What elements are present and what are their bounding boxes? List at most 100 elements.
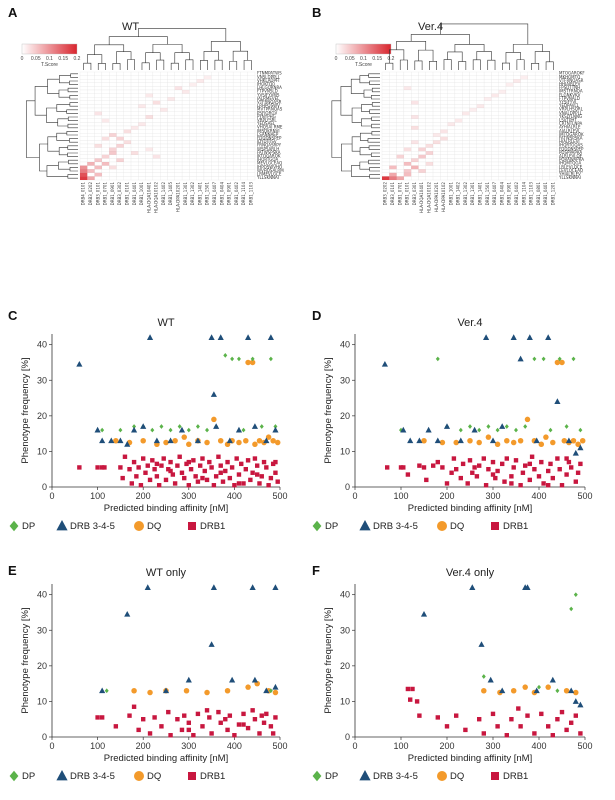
heatmap-cell xyxy=(382,72,389,76)
heatmap-cell xyxy=(477,126,484,130)
data-point xyxy=(241,722,245,726)
heatmap-cell xyxy=(248,119,255,123)
heatmap-cell xyxy=(160,144,167,148)
heatmap-cell xyxy=(418,94,425,98)
heatmap-cell xyxy=(182,158,189,162)
heatmap-cell xyxy=(124,151,131,155)
data-point xyxy=(205,428,209,433)
data-point xyxy=(549,428,553,433)
heatmap-cell xyxy=(550,169,557,173)
x-axis-label: Predicted binding affinity [nM] xyxy=(408,503,532,514)
heatmap-cell xyxy=(491,176,498,180)
data-point xyxy=(436,715,440,719)
heatmap-cell xyxy=(440,79,447,83)
heatmap-cell xyxy=(197,162,204,166)
heatmap-cell-filled xyxy=(411,166,418,170)
heatmap-cell xyxy=(426,130,433,134)
heatmap-cell xyxy=(477,83,484,87)
data-point xyxy=(230,465,234,469)
heatmap-cell-filled xyxy=(411,158,418,162)
heatmap-cell xyxy=(95,76,102,80)
heatmap-cell xyxy=(477,176,484,180)
heatmap-cell xyxy=(542,140,549,144)
heatmap-cell xyxy=(146,122,153,126)
heatmap-cell xyxy=(80,83,87,87)
heatmap-cell xyxy=(124,126,131,130)
heatmap-cell xyxy=(233,151,240,155)
heatmap-cell xyxy=(168,166,175,170)
dendrogram-branch xyxy=(506,52,521,63)
heatmap-cell xyxy=(197,140,204,144)
heatmap-cell xyxy=(138,115,145,119)
panel-letter: E xyxy=(8,563,17,578)
heatmap-cell xyxy=(102,101,109,105)
heatmap-cell xyxy=(248,151,255,155)
data-point xyxy=(262,460,266,464)
heatmap-cell xyxy=(550,76,557,80)
heatmap-cell-filled xyxy=(131,126,138,130)
dendrogram-branch xyxy=(372,124,380,128)
heatmap-cell xyxy=(491,126,498,130)
heatmap-cell xyxy=(95,72,102,76)
heatmap-cell xyxy=(124,94,131,98)
heatmap-cell xyxy=(382,76,389,80)
heatmap-cell xyxy=(197,166,204,170)
heatmap-cell xyxy=(455,104,462,108)
heatmap-cell xyxy=(521,119,528,123)
heatmap-cell xyxy=(484,112,491,116)
heatmap-cell xyxy=(528,158,535,162)
heatmap-cell xyxy=(197,122,204,126)
heatmap-cell xyxy=(411,176,418,180)
heatmap-cell xyxy=(470,119,477,123)
heatmap-cell xyxy=(404,130,411,134)
heatmap-cell-filled xyxy=(168,97,175,101)
heatmap-cell xyxy=(411,112,418,116)
heatmap-cell xyxy=(418,162,425,166)
y-tick-label: 10 xyxy=(37,696,47,706)
data-point xyxy=(539,712,543,716)
colorbar xyxy=(22,44,77,54)
data-point xyxy=(191,733,195,737)
heatmap-cell xyxy=(499,115,506,119)
heatmap-cell xyxy=(226,90,233,94)
heatmap-cell xyxy=(153,94,160,98)
data-point xyxy=(257,731,261,735)
heatmap-cell xyxy=(550,94,557,98)
heatmap-cell xyxy=(204,166,211,170)
heatmap-cell xyxy=(411,72,418,76)
heatmap-cell xyxy=(175,119,182,123)
heatmap-cell xyxy=(389,148,396,152)
dendrogram-branch xyxy=(352,137,360,151)
heatmap-cell xyxy=(248,86,255,90)
data-point xyxy=(225,728,229,732)
data-point xyxy=(445,724,449,728)
heatmap-cell-filled xyxy=(499,90,506,94)
heatmap-cell xyxy=(535,76,542,80)
heatmap-cell-filled xyxy=(102,162,109,166)
data-point xyxy=(216,710,220,714)
heatmap-col-label: DRB1_1302 xyxy=(190,182,195,206)
heatmap-cell xyxy=(102,108,109,112)
heatmap-cell xyxy=(211,133,218,137)
heatmap-cell xyxy=(146,72,153,76)
heatmap-cell-filled xyxy=(426,162,433,166)
heatmap-cell xyxy=(411,119,418,123)
heatmap-cell xyxy=(491,115,498,119)
data-point xyxy=(550,677,556,683)
heatmap-cell xyxy=(484,162,491,166)
heatmap-col-label: DRB1_1302 xyxy=(463,182,468,206)
heatmap-cell xyxy=(95,119,102,123)
heatmap-cell xyxy=(138,119,145,123)
x-tick-label: 500 xyxy=(272,741,287,751)
heatmap-cell xyxy=(175,133,182,137)
heatmap-cell xyxy=(426,83,433,87)
heatmap-cell xyxy=(382,86,389,90)
dendrogram-branch xyxy=(69,81,78,85)
heatmap-cell-filled xyxy=(109,166,116,170)
heatmap-cell xyxy=(404,133,411,137)
heatmap-cell xyxy=(418,86,425,90)
heatmap-cell xyxy=(87,94,94,98)
heatmap-cell xyxy=(219,126,226,130)
heatmap-cell xyxy=(189,76,196,80)
heatmap-cell xyxy=(175,176,182,180)
